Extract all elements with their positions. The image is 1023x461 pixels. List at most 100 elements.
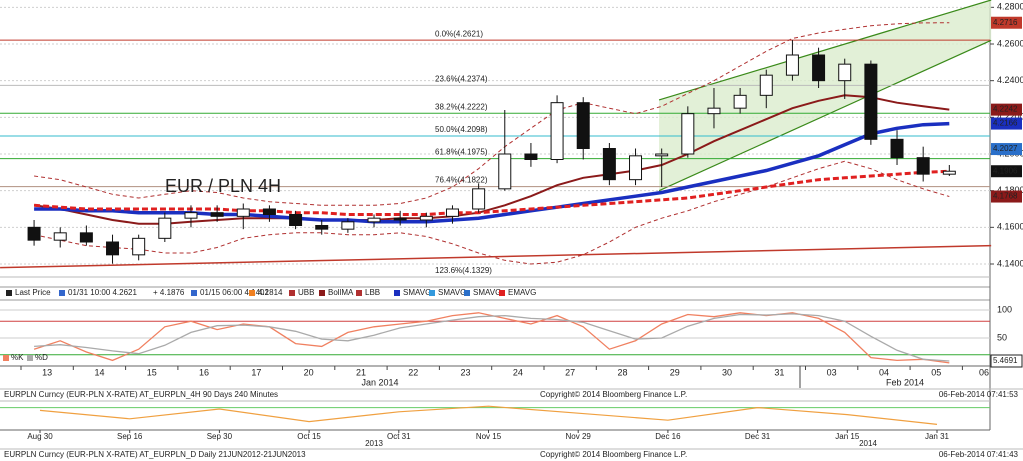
legend-swatch xyxy=(6,290,12,296)
candle-body xyxy=(681,113,695,155)
y-tick-label: 4.2200 xyxy=(997,112,1023,122)
y-tick-label: 4.2400 xyxy=(997,75,1023,85)
candle-body xyxy=(785,54,799,76)
x-tick-label: 21 xyxy=(356,367,366,377)
fib-label: 61.8%(4.1975) xyxy=(435,148,488,157)
legend-label: 01/15 06:00 4.1402 xyxy=(200,288,270,297)
x-tick-label: 06 xyxy=(979,367,989,377)
candle-body xyxy=(759,74,773,96)
footer-right: 06-Feb-2014 07:41:43 xyxy=(939,450,1019,459)
x-tick-label: 22 xyxy=(408,367,418,377)
month-label: Jan 2014 xyxy=(361,377,398,387)
y-tick-label: 4.2800 xyxy=(997,2,1023,12)
price-tag-label: 4.1906 xyxy=(993,166,1018,175)
legend-label: 4.1814 xyxy=(258,288,283,297)
candle-body xyxy=(419,215,433,221)
price-tag-label: 4.1768 xyxy=(993,192,1018,201)
month-label: Feb 2014 xyxy=(886,377,924,387)
fib-label: 0.0%(4.2621) xyxy=(435,29,483,38)
candle-body xyxy=(210,212,224,217)
x-tick-label: Nov 15 xyxy=(476,432,502,441)
x-tick-label: 30 xyxy=(722,367,732,377)
legend-swatch xyxy=(191,290,197,296)
legend-label: LBB xyxy=(365,288,380,297)
x-tick-label: Oct 15 xyxy=(297,432,321,441)
legend-label: EMAVG xyxy=(508,288,536,297)
indicator-line xyxy=(34,313,950,362)
legend-label: Last Price xyxy=(15,288,51,297)
legend-swatch xyxy=(3,355,9,361)
price-tag-label: 5.4691 xyxy=(993,356,1018,365)
x-tick-label: 03 xyxy=(827,367,837,377)
year-label: 2013 xyxy=(365,439,383,448)
y-tick-label: 4.1800 xyxy=(997,185,1023,195)
candle-body xyxy=(79,232,93,243)
candle-body xyxy=(236,208,250,217)
legend-swatch xyxy=(59,290,65,296)
x-tick-label: Jan 15 xyxy=(835,432,860,441)
price-tag xyxy=(990,354,1023,368)
x-tick-label: Nov 29 xyxy=(566,432,592,441)
trend-line xyxy=(0,244,992,269)
y-tick-label: 100 xyxy=(997,304,1012,314)
candle-body xyxy=(890,138,904,159)
legend-swatch xyxy=(356,290,362,296)
x-tick-label: Oct 31 xyxy=(387,432,411,441)
candle-body xyxy=(838,63,852,82)
legend-swatch xyxy=(27,355,33,361)
channel-line xyxy=(658,0,992,101)
x-tick-label: 20 xyxy=(304,367,314,377)
price-tag xyxy=(991,117,1022,130)
candle-body xyxy=(289,214,303,226)
candle-body xyxy=(629,155,643,181)
candle-body xyxy=(27,226,41,241)
candle-body xyxy=(184,212,198,219)
x-tick-label: 31 xyxy=(774,367,784,377)
legend-label: UBB xyxy=(298,288,314,297)
footer-center: Copyright© 2014 Bloomberg Finance L.P. xyxy=(540,450,687,459)
info-left: EURPLN Curncy (EUR-PLN X-RATE) AT_EURPLN… xyxy=(4,390,278,399)
indicator-line xyxy=(39,405,938,425)
price-tag xyxy=(991,143,1022,156)
candle-body xyxy=(132,237,146,256)
info-right: 06-Feb-2014 07:41:53 xyxy=(939,390,1019,399)
x-tick-label: 05 xyxy=(931,367,941,377)
candle-body xyxy=(393,217,407,221)
channel-line xyxy=(658,39,992,192)
x-tick-label: Dec 16 xyxy=(655,432,681,441)
candle-body xyxy=(733,94,747,109)
candle-body xyxy=(315,225,329,230)
price-tag-label: 4.2716 xyxy=(993,18,1018,27)
info-center: Copyright© 2014 Bloomberg Finance L.P. xyxy=(540,390,687,399)
candle-body xyxy=(576,102,590,149)
candle-body xyxy=(707,107,721,115)
candle-body xyxy=(367,217,381,223)
x-tick-label: Sep 30 xyxy=(207,432,233,441)
candle-body xyxy=(262,208,276,215)
legend-swatch xyxy=(249,290,255,296)
x-tick-label: 15 xyxy=(147,367,157,377)
price-tag xyxy=(991,190,1022,203)
legend-label: SMAVG xyxy=(403,288,431,297)
fib-label: 23.6%(4.2374) xyxy=(435,75,488,84)
legend-swatch xyxy=(499,290,505,296)
x-tick-label: 29 xyxy=(670,367,680,377)
candle-body xyxy=(550,102,564,160)
candle-body xyxy=(602,148,616,181)
candle-body xyxy=(53,232,67,241)
price-tag-label: 4.2242 xyxy=(993,105,1018,114)
price-tag xyxy=(991,103,1022,116)
candle-body xyxy=(158,217,172,239)
x-tick-label: 13 xyxy=(42,367,52,377)
chart-title: EUR / PLN 4H xyxy=(165,176,281,196)
x-tick-label: Dec 31 xyxy=(745,432,771,441)
y-tick-label: 50 xyxy=(997,332,1007,342)
legend-label: 01/31 10:00 4.2621 xyxy=(68,288,138,297)
candle-body xyxy=(812,54,826,82)
candle-body xyxy=(445,208,459,217)
price-tag xyxy=(991,16,1022,29)
x-tick-label: 24 xyxy=(513,367,523,377)
legend-swatch xyxy=(394,290,400,296)
legend-label: + 4.1876 xyxy=(153,288,185,297)
